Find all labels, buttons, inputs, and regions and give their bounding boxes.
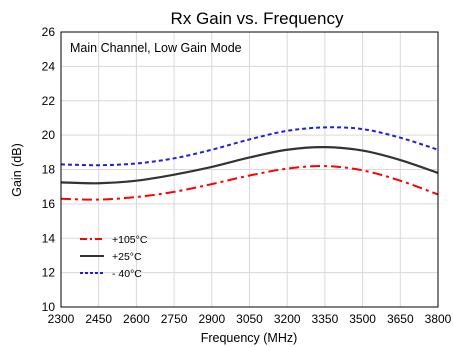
x-tick-label: 3500 [349, 312, 376, 326]
y-tick-label: 14 [42, 231, 56, 245]
y-tick-label: 24 [42, 59, 56, 73]
y-tick-label: 22 [42, 94, 56, 108]
x-tick-label: 3050 [236, 312, 263, 326]
y-tick-label: 16 [42, 197, 56, 211]
x-tick-label: 3800 [425, 312, 452, 326]
y-tick-label: 12 [42, 266, 56, 280]
x-axis: 2300 2450 2600 2750 2900 3050 3200 3350 3500 3650… [48, 312, 452, 326]
legend-label-0: +105°C [112, 234, 148, 246]
plot-frame [60, 31, 439, 308]
x-tick-label: 2450 [85, 312, 112, 326]
x-tick-label: 3200 [274, 312, 301, 326]
series-line-0 [60, 165, 439, 201]
chart-annotation: Main Channel, Low Gain Mode [70, 41, 242, 55]
y-tick-label: 26 [42, 25, 56, 39]
x-tick-label: 2750 [161, 312, 188, 326]
series-line-2 [60, 126, 439, 167]
x-tick-label: 2600 [123, 312, 150, 326]
y-axis-label: Gain (dB) [10, 143, 24, 197]
legend-label-2: - 40°C [112, 268, 142, 280]
legend-label-1: +25°C [112, 251, 142, 263]
grid [61, 32, 438, 307]
x-tick-label: 2300 [48, 312, 75, 326]
x-tick-label: 3650 [387, 312, 414, 326]
x-axis-label: Frequency (MHz) [201, 331, 298, 345]
chart-title: Rx Gain vs. Frequency [171, 9, 344, 28]
x-tick-label: 3350 [312, 312, 339, 326]
y-tick-label: 20 [42, 128, 56, 142]
y-tick-label: 18 [42, 163, 56, 177]
series-line-1 [60, 146, 439, 185]
x-tick-label: 2900 [198, 312, 225, 326]
y-tick-label: 10 [42, 300, 56, 314]
legend: +105°C +25°C - 40°C [80, 234, 148, 280]
series-lines [60, 126, 439, 201]
y-axis: 10 12 14 16 18 20 22 24 26 [42, 25, 56, 314]
